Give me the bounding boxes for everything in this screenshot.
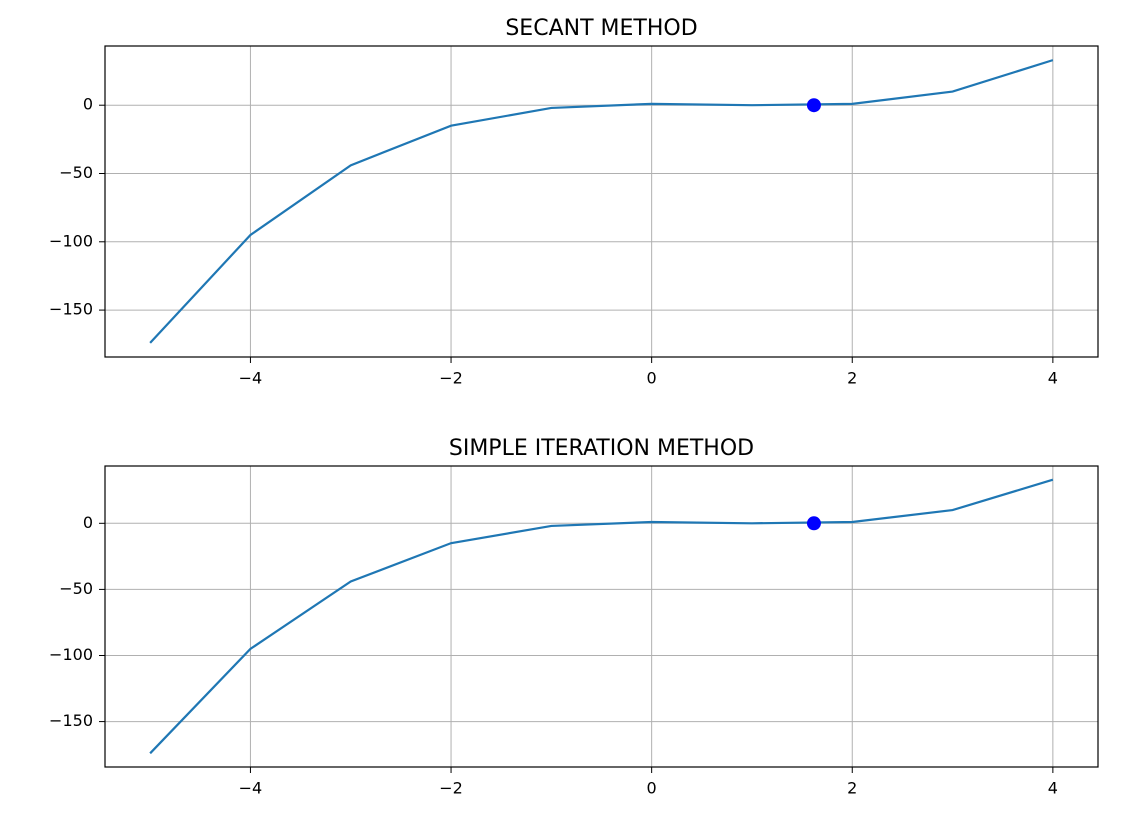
x-tick-label: −2 xyxy=(439,369,463,388)
root-point xyxy=(806,516,821,531)
x-tick-label: 0 xyxy=(647,369,657,388)
y-tick-label: −50 xyxy=(59,579,93,598)
y-tick-label: −50 xyxy=(59,163,93,182)
y-tick-label: 0 xyxy=(83,95,93,114)
y-tick-label: −150 xyxy=(49,711,93,730)
chart-title: SIMPLE ITERATION METHOD xyxy=(449,436,754,461)
y-tick-label: −150 xyxy=(49,300,93,319)
root-point xyxy=(806,98,821,113)
x-tick-label: 0 xyxy=(647,779,657,798)
y-tick-label: −100 xyxy=(49,231,93,250)
x-tick-label: −4 xyxy=(239,779,263,798)
x-tick-label: −2 xyxy=(439,779,463,798)
y-tick-label: −100 xyxy=(49,645,93,664)
data-line xyxy=(149,478,1054,755)
chart-title: SECANT METHOD xyxy=(505,16,697,41)
x-tick-label: 2 xyxy=(847,369,857,388)
x-tick-label: 4 xyxy=(1048,779,1058,798)
axes-frame xyxy=(104,465,1099,768)
x-tick-label: 4 xyxy=(1048,369,1058,388)
x-tick-label: 2 xyxy=(847,779,857,798)
x-tick-label: −4 xyxy=(239,369,263,388)
data-line xyxy=(149,59,1054,344)
y-tick-label: 0 xyxy=(83,513,93,532)
axes-frame xyxy=(104,45,1099,358)
